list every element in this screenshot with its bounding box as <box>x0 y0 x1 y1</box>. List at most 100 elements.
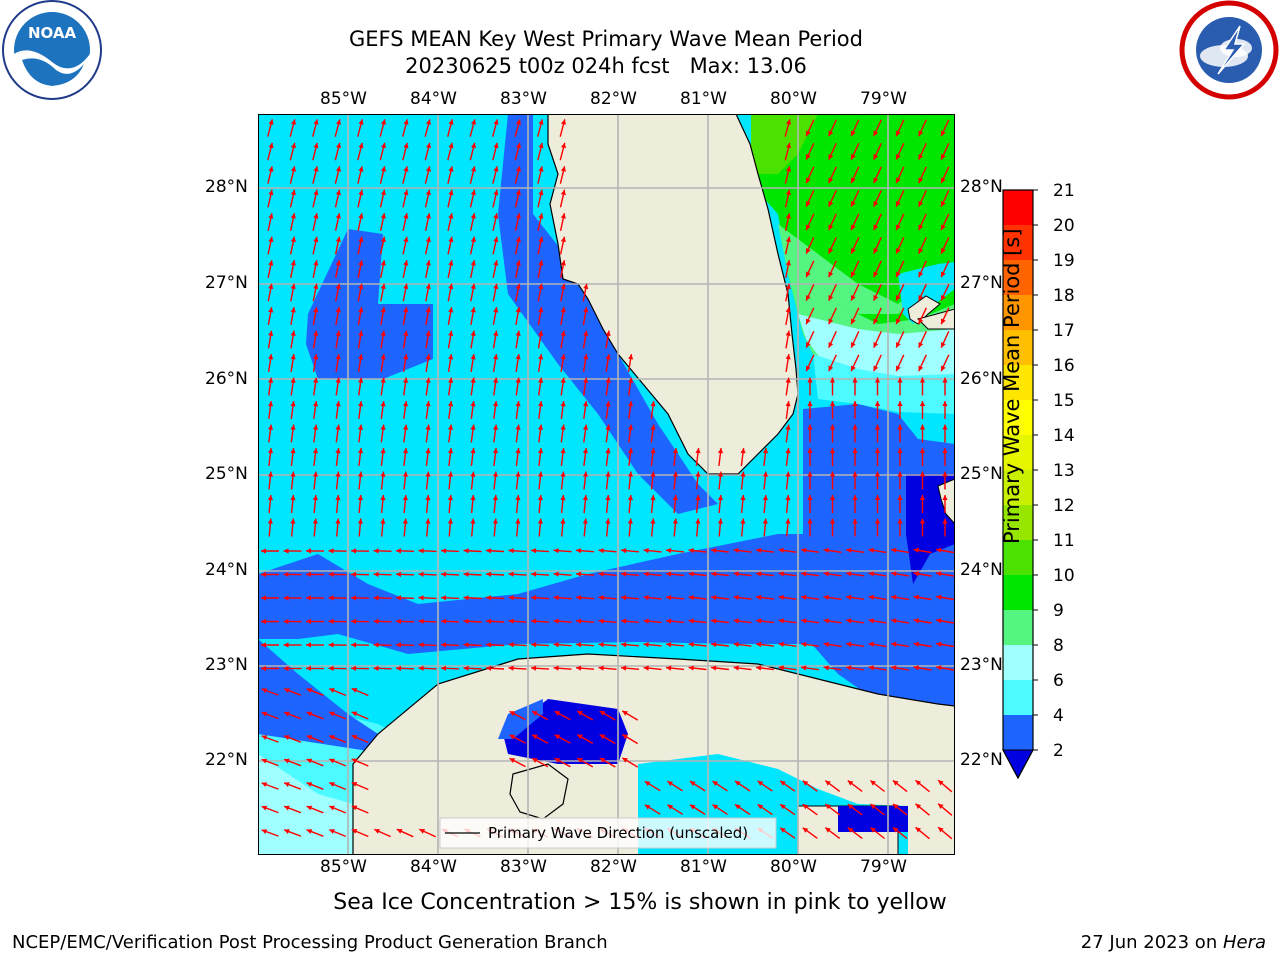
wave-arrow-head <box>825 827 831 833</box>
wave-arrow-head <box>627 495 633 501</box>
wave-arrow-head <box>740 448 746 454</box>
sea-ice-note: Sea Ice Concentration > 15% is shown in … <box>333 890 947 915</box>
wave-arrow-head <box>335 260 341 266</box>
wave-arrow-head <box>357 495 363 501</box>
wave-arrow-head <box>666 618 672 624</box>
wave-arrow-head <box>806 365 811 372</box>
wave-arrow-head <box>313 330 319 336</box>
wave-arrow-head <box>896 342 901 348</box>
wave-arrow-head <box>806 154 811 160</box>
wave-arrow-head <box>441 642 447 648</box>
wave-arrow-head <box>785 283 791 290</box>
wave-arrow-head <box>757 804 764 810</box>
colorbar-tick: 8 <box>1053 636 1064 656</box>
wave-arrow-head <box>650 495 656 501</box>
wave-arrow-head <box>531 642 537 648</box>
wave-arrow-head <box>290 424 296 430</box>
wave-arrow-head <box>892 780 899 786</box>
wave-arrow-head <box>268 236 274 243</box>
wave-arrow-head <box>493 307 499 313</box>
wave-arrow-head <box>762 471 768 477</box>
wave-arrow-head <box>328 642 334 648</box>
wave-arrow-head <box>560 330 566 336</box>
wave-arrow-head <box>621 642 627 648</box>
wave-arrow-head <box>425 518 431 524</box>
wave-arrow-head <box>425 260 431 266</box>
wave-arrow-head <box>577 734 583 740</box>
wave-arrow-head <box>441 618 447 624</box>
wave-arrow-head <box>942 471 948 477</box>
colorbar-tick: 17 <box>1053 321 1075 341</box>
wave-arrow-head <box>941 130 946 137</box>
wave-arrow-head <box>897 495 903 500</box>
wave-arrow-head <box>532 711 538 716</box>
wave-arrow-head <box>328 595 334 601</box>
wave-arrow-head <box>666 595 672 601</box>
wave-arrow-head <box>918 177 924 184</box>
wave-arrow-head <box>560 166 566 172</box>
wave-arrow-head <box>873 295 879 301</box>
ocean-period-below-2 <box>838 806 908 832</box>
wave-arrow-head <box>576 571 582 577</box>
wave-arrow-head <box>717 448 724 454</box>
wave-arrow-head <box>627 424 634 430</box>
wave-arrow-head <box>667 804 673 810</box>
wave-arrow-head <box>806 318 811 325</box>
wave-arrow-head <box>419 829 425 834</box>
wave-arrow-head <box>531 618 537 624</box>
wave-arrow-head <box>351 758 358 764</box>
colorbar-segment <box>1003 575 1033 610</box>
wave-arrow-head <box>644 781 651 787</box>
wave-arrow-head <box>268 213 274 219</box>
wave-arrow-head <box>688 665 694 671</box>
wave-arrow-head <box>919 518 926 524</box>
wave-arrow-head <box>402 448 409 454</box>
wave-arrow-head <box>329 735 335 740</box>
wave-arrow-head <box>785 330 791 336</box>
wave-arrow-head <box>553 642 559 648</box>
wave-arrow-head <box>806 248 811 254</box>
wave-arrow-head <box>515 518 521 524</box>
wave-arrow-head <box>329 782 335 787</box>
wave-arrow-head <box>807 448 813 453</box>
wave-arrow-head <box>785 471 791 477</box>
wave-arrow-head <box>778 618 784 624</box>
wave-arrow-head <box>851 365 856 372</box>
wave-arrow-head <box>396 665 402 671</box>
wave-arrow-head <box>335 189 341 196</box>
wave-arrow-head <box>852 495 858 500</box>
wave-arrow-head <box>509 711 516 716</box>
colorbar-tick: 12 <box>1053 496 1075 516</box>
wave-arrow-head <box>778 594 784 600</box>
wave-arrow-head <box>892 803 899 810</box>
wave-arrow-head <box>358 260 364 266</box>
wave-arrow-head <box>941 342 946 348</box>
wave-arrow-head <box>516 142 521 149</box>
wave-arrow-head <box>785 260 791 266</box>
wave-arrow-head <box>896 201 901 207</box>
wave-arrow-head <box>380 448 386 454</box>
wave-arrow-head <box>846 641 852 647</box>
wave-arrow-head <box>380 471 386 477</box>
colorbar-tick: 10 <box>1053 566 1075 586</box>
wave-arrow-head <box>531 548 537 554</box>
wave-arrow-head <box>515 189 521 196</box>
wave-arrow-head <box>290 236 296 243</box>
wave-arrow-head <box>447 495 453 501</box>
ocean-period-9-10 <box>778 224 955 314</box>
wave-arrow-head <box>313 119 319 125</box>
wave-arrow-head <box>919 448 926 453</box>
wave-arrow-head <box>851 318 856 325</box>
wave-arrow-head <box>290 471 296 477</box>
wave-arrow-head <box>426 119 431 125</box>
wave-arrow-head <box>576 642 582 648</box>
wave-arrow-head <box>828 177 834 184</box>
wave-arrow-head <box>351 665 357 671</box>
wave-arrow-head <box>306 571 311 577</box>
wave-arrow-head <box>351 829 358 834</box>
noaa-logo-icon: NOAA <box>0 0 104 104</box>
wave-arrow-head <box>672 518 678 524</box>
wave-arrow-head <box>807 518 813 524</box>
colorbar-tick: 15 <box>1053 391 1075 411</box>
wave-arrow-head <box>283 571 289 578</box>
